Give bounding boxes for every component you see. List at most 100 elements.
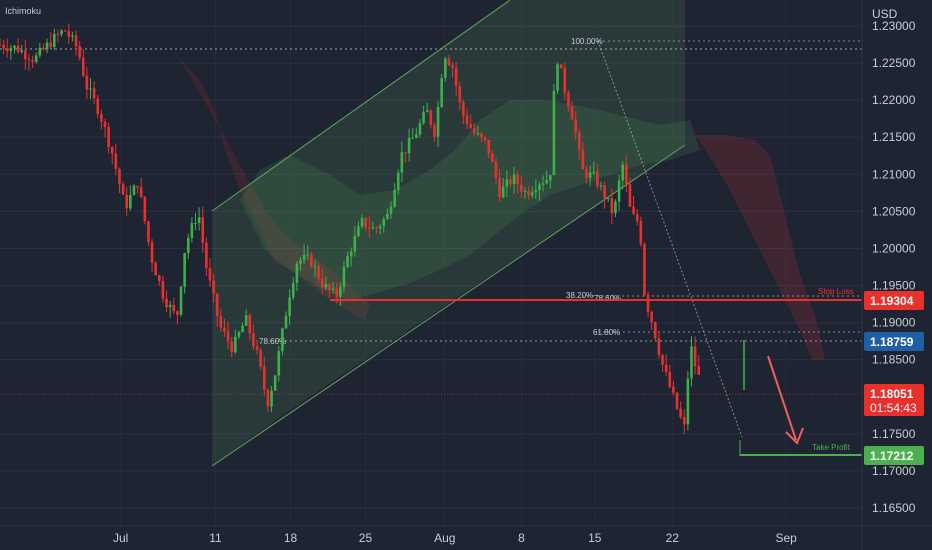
candle-body [407, 138, 411, 154]
candle-body [310, 254, 313, 267]
candle-body [168, 304, 172, 308]
candle-body [585, 169, 588, 178]
candle-body [331, 288, 335, 290]
candle-body [690, 346, 693, 379]
candle-body [100, 114, 103, 122]
candle-body [451, 65, 454, 68]
candle-body [353, 236, 357, 252]
candle-body [404, 152, 407, 154]
x-tick-label: 8 [518, 531, 525, 545]
candle-body [596, 171, 599, 187]
candle-body [520, 184, 523, 192]
candle-body [24, 50, 27, 59]
candle-body [194, 223, 197, 225]
candle-body [367, 227, 371, 229]
candle-body [429, 110, 433, 125]
time-axis[interactable]: Jul 11 18 25 Aug 8 15 22 Sep [0, 525, 932, 545]
x-tick-label: Jul [113, 531, 128, 545]
candle-body [621, 164, 625, 181]
candle-body [186, 237, 190, 254]
candle-body [165, 298, 168, 308]
fib-label-786: 78.60% [594, 294, 621, 303]
candle-body [672, 386, 675, 393]
candle-body [78, 46, 81, 58]
candle-body [606, 197, 610, 199]
candle-body [0, 44, 2, 46]
candle-body [418, 123, 422, 135]
candle-body [255, 346, 259, 350]
candle-body [139, 187, 143, 197]
forecast-arrow-icon [767, 355, 804, 445]
candle-body [157, 275, 161, 282]
price-axis[interactable]: 1.23000 1.22500 1.22000 1.21500 1.21000 1.205… [861, 0, 916, 550]
channel-upper-line [211, 0, 511, 212]
candle-body [599, 185, 603, 187]
candle-body [277, 351, 281, 376]
candle-body [635, 213, 639, 221]
resistance-price-badge: 1.18759 [864, 332, 924, 351]
candle-body [494, 161, 498, 179]
candle-body [559, 64, 563, 69]
candle-body [574, 119, 577, 133]
candle-body [393, 190, 396, 207]
candle-body [20, 50, 24, 52]
channel-lower-line [211, 144, 686, 467]
candle-body [284, 315, 288, 329]
candle-body [266, 390, 270, 407]
y-tick-label: 1.22000 [872, 93, 916, 107]
currency-label: USD [872, 7, 898, 21]
candle-body [491, 153, 494, 162]
candle-body [150, 242, 154, 263]
y-tick-label: 1.23000 [872, 19, 916, 33]
candle-body [396, 172, 400, 191]
candle-body [440, 78, 443, 108]
channel-fill [212, 0, 685, 466]
candle-body [226, 331, 230, 342]
candle-body [74, 35, 78, 47]
y-tick-label: 1.21500 [872, 130, 916, 144]
candle-body [31, 60, 34, 62]
y-tick-label: 1.16500 [872, 501, 916, 515]
candle-body [306, 254, 310, 256]
candles [0, 23, 701, 434]
candle-body [679, 408, 682, 418]
candle-body [389, 206, 393, 214]
candle-body [530, 192, 534, 196]
take-profit-price-badge: 1.17212 [864, 446, 924, 465]
candle-body [183, 253, 186, 287]
candle-body [313, 266, 317, 268]
candle-body [505, 179, 509, 187]
candle-body [567, 92, 570, 107]
candle-body [241, 325, 244, 333]
candle-body [603, 185, 606, 199]
fib-label-382: 38.20% [566, 291, 593, 300]
candle-body [549, 175, 552, 181]
candle-body [458, 85, 462, 103]
candle-body [291, 282, 295, 298]
candle-body [476, 133, 480, 135]
candle-body [121, 184, 125, 195]
candle-body [697, 366, 701, 375]
candle-body [447, 58, 451, 66]
candle-body [462, 102, 465, 116]
candle-body [63, 30, 67, 32]
candle-body [563, 68, 567, 93]
grid [0, 25, 862, 509]
candle-body [378, 226, 382, 229]
candle-body [357, 226, 360, 237]
candle-body [270, 390, 273, 407]
x-tick-label: 18 [284, 531, 298, 545]
cloud-band-red [172, 50, 370, 320]
candle-body [422, 112, 425, 124]
x-tick-label: Sep [775, 531, 797, 545]
candle-body [16, 45, 20, 52]
indicator-label[interactable]: Ichimoku [5, 6, 41, 16]
candle-body [433, 124, 436, 137]
candle-body [675, 392, 679, 409]
x-tick-label: 11 [209, 531, 222, 545]
candle-body [244, 315, 248, 326]
candle-body [13, 45, 16, 48]
candle-body [545, 180, 548, 184]
candle-body [295, 263, 299, 283]
